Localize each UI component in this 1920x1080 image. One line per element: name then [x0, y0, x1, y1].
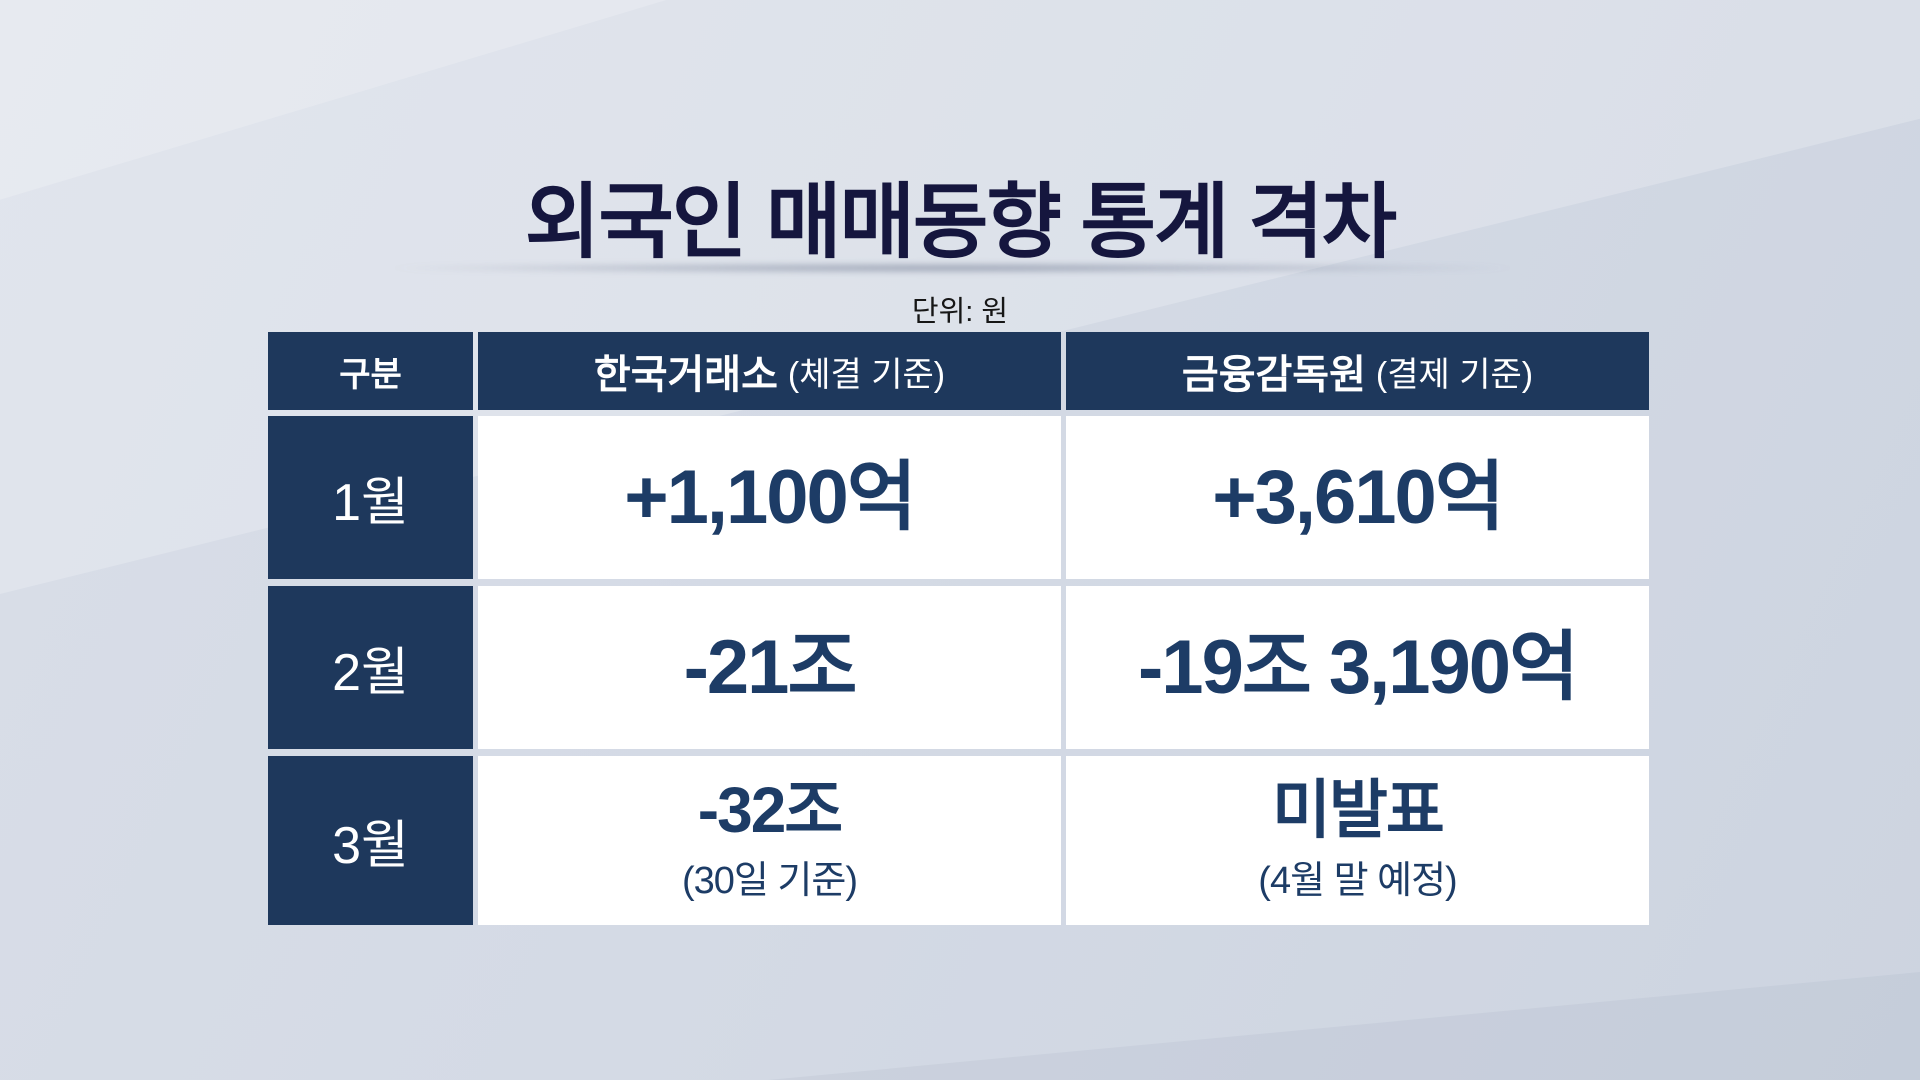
table-row: 1월 +1,100억 +3,610억 [268, 416, 1649, 579]
fss-value-cell: -19조 3,190억 [1066, 586, 1649, 749]
krx-value-cell: +1,100억 [478, 416, 1061, 579]
fss-value-cell: +3,610억 [1066, 416, 1649, 579]
header-cell-fss: 금융감독원 (결제 기준) [1066, 332, 1649, 410]
header-label: 한국거래소 [593, 353, 778, 397]
header-cell-category: 구분 [268, 332, 473, 410]
krx-value-cell: -21조 [478, 586, 1061, 749]
value-text: -19조 3,190억 [1138, 624, 1579, 710]
table-body: 1월 +1,100억 +3,610억 2월 -21조 -19조 3,190억 3… [268, 416, 1649, 925]
fss-value-cell: 미발표 (4월 말 예정) [1066, 756, 1649, 925]
header-label: 구분 [339, 355, 402, 394]
header-label: 금융감독원 [1181, 353, 1366, 397]
krx-value-cell: -32조 (30일 기준) [478, 756, 1061, 925]
value-note: (30일 기준) [681, 859, 858, 902]
value-text: +1,100억 [624, 454, 916, 540]
value-text: 미발표 [1272, 774, 1445, 847]
title-divider-shadow [225, 261, 1680, 275]
month-cell: 3월 [268, 756, 473, 925]
value-text: -32조 [697, 774, 843, 847]
header-note: (결제 기준) [1375, 355, 1534, 394]
table-row: 3월 -32조 (30일 기준) 미발표 (4월 말 예정) [268, 756, 1649, 925]
value-text: +3,610억 [1212, 454, 1504, 540]
unit-label: 단위: 원 [911, 296, 1009, 328]
statistics-table: 구분 한국거래소 (체결 기준) 금융감독원 (결제 기준) 1월 +1,100… [268, 332, 1649, 925]
month-cell: 2월 [268, 586, 473, 749]
table-header-row: 구분 한국거래소 (체결 기준) 금융감독원 (결제 기준) [268, 332, 1649, 410]
value-text: -21조 [683, 624, 858, 710]
page-title: 외국인 매매동향 통계 격차 [524, 177, 1397, 268]
header-note: (체결 기준) [787, 355, 946, 394]
month-cell: 1월 [268, 416, 473, 579]
table-row: 2월 -21조 -19조 3,190억 [268, 586, 1649, 749]
value-note: (4월 말 예정) [1258, 859, 1457, 902]
header-cell-krx: 한국거래소 (체결 기준) [478, 332, 1061, 410]
